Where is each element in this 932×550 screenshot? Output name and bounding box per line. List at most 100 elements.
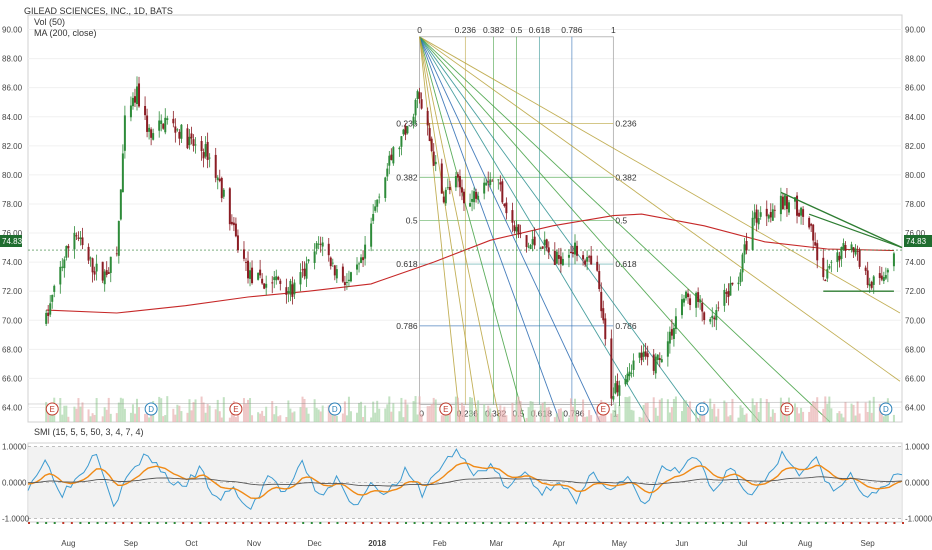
candle-body: [190, 133, 193, 139]
candle-body: [884, 275, 887, 279]
candle-body: [398, 147, 401, 150]
candle-body: [701, 302, 704, 312]
fib-level-label-right: 0.382: [615, 172, 637, 182]
x-tick: Sep: [861, 539, 876, 548]
volume-bar: [598, 416, 601, 422]
candle-body: [743, 244, 746, 255]
candle-body: [683, 298, 686, 303]
candle-body: [695, 292, 698, 308]
volume-bar: [418, 396, 421, 422]
candle-body: [89, 257, 92, 259]
smi-signal-dot: [139, 522, 142, 524]
volume-bar: [614, 403, 617, 422]
volume-bar: [374, 412, 377, 422]
smi-band: [28, 446, 902, 519]
candle-body: [674, 316, 677, 329]
candle-body: [242, 249, 245, 259]
candle-body: [160, 120, 163, 124]
candle-body: [469, 203, 472, 207]
smi-signal-dot: [122, 522, 125, 524]
volume-bar: [658, 399, 661, 422]
candle-body: [432, 151, 435, 166]
smi-signal-dot: [199, 522, 202, 524]
fib-top-label: 0.618: [529, 25, 551, 35]
volume-bar: [230, 410, 233, 422]
volume-bar: [628, 396, 631, 422]
smi-signal-dot: [387, 522, 390, 524]
candle-body: [192, 139, 195, 146]
smi-signal-dot: [859, 522, 862, 524]
candle-body: [416, 91, 419, 100]
legend-vol: Vol (50): [34, 17, 65, 27]
volume-ma-line: [27, 401, 903, 405]
candle-body: [781, 196, 784, 210]
smi-signal-dot: [542, 522, 545, 524]
volume-bar: [93, 414, 96, 422]
volume-bar: [273, 414, 276, 422]
smi-tick-right: 0.0000: [905, 479, 930, 488]
candle-body: [729, 283, 732, 296]
smi-signal-dot: [396, 522, 399, 524]
candle-body: [194, 144, 197, 146]
volume-bar: [539, 405, 542, 422]
volume-bar: [882, 416, 885, 422]
marker-letter: E: [601, 405, 606, 414]
volume-bar: [491, 413, 494, 422]
x-tick: 2018: [368, 539, 386, 548]
volume-bar: [319, 411, 322, 422]
fib-fan-line: [419, 36, 901, 382]
candle-body: [321, 242, 324, 247]
volume-bar: [866, 411, 869, 422]
volume-bar: [115, 413, 118, 422]
candle-body: [63, 259, 66, 269]
price-pane-frame: [27, 14, 903, 423]
candle-body: [81, 237, 84, 246]
volume-bar: [729, 415, 732, 422]
volume-bar: [612, 410, 615, 422]
marker-letter: D: [699, 405, 705, 414]
candle-body: [882, 277, 885, 282]
candle-body: [624, 379, 627, 385]
smi-signal-dot: [593, 522, 596, 524]
volume-bar: [426, 406, 429, 422]
volume-bar: [454, 396, 457, 422]
smi-signal-dot: [756, 522, 759, 524]
smi-signal-dot: [96, 522, 99, 524]
smi-signal-dot: [147, 522, 150, 524]
volume-bar: [247, 399, 250, 422]
smi-signal-dot: [70, 522, 73, 524]
volume-bar: [358, 402, 361, 422]
fib-fan-line: [419, 36, 526, 423]
volume-bar: [759, 398, 762, 422]
legend-ma: MA (200, close): [34, 28, 97, 38]
candle-body: [880, 275, 883, 280]
y-tick-left: 80.00: [2, 171, 23, 180]
marker-letter: D: [148, 405, 154, 414]
candle-body: [216, 177, 219, 181]
candle-body: [65, 245, 68, 258]
volume-bar: [291, 412, 294, 422]
candle-body: [414, 99, 417, 116]
candle-body: [51, 294, 54, 302]
candle-body: [462, 191, 465, 204]
candle-body: [186, 128, 189, 149]
svg-text:74.83: 74.83: [2, 237, 23, 246]
volume-bar: [331, 409, 334, 422]
smi-signal-dot: [653, 522, 656, 524]
candle-body: [872, 276, 875, 285]
candle-body: [220, 177, 223, 199]
volume-bar: [773, 412, 776, 422]
y-tick-left: 64.00: [2, 403, 23, 412]
volume-bar: [590, 415, 593, 422]
volume-bar: [259, 413, 262, 422]
volume-bar: [864, 402, 867, 422]
candle-body: [364, 244, 367, 259]
volume-bar: [194, 399, 197, 422]
volume-bar: [771, 409, 774, 422]
volume-bar: [654, 407, 657, 422]
candle-body: [822, 257, 825, 278]
fib-level-label-left: 0.382: [396, 172, 418, 182]
candle-body: [458, 176, 461, 188]
volume-bar: [868, 400, 871, 422]
